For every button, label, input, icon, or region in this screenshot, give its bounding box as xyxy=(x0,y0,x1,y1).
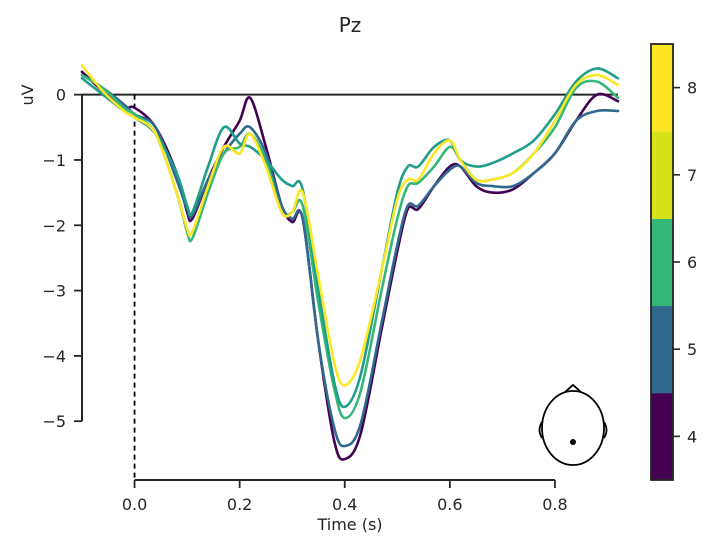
colorbar-segment-6 xyxy=(651,218,673,307)
y-tick-label: −2 xyxy=(42,216,66,235)
colorbar-tick-label: 6 xyxy=(687,253,697,272)
series-line-8 xyxy=(80,64,620,387)
series-line-5 xyxy=(80,73,620,448)
x-tick-label: 0.6 xyxy=(437,495,462,514)
colorbar-tick-label: 4 xyxy=(687,427,697,446)
x-tick-label: 0.0 xyxy=(122,495,147,514)
colorbar: 4 5 6 7 8 xyxy=(650,43,697,481)
x-axis-label: Time (s) xyxy=(316,515,382,534)
sensor-head-inset xyxy=(538,383,608,466)
colorbar-segment-7 xyxy=(651,131,673,219)
series-line-7 xyxy=(80,67,620,409)
y-tick-label: −5 xyxy=(42,412,66,431)
colorbar-tick-label: 7 xyxy=(687,166,697,185)
plot-area: 0 −1 −2 −3 −4 −5 0.0 0.2 0.4 0.6 0.8 xyxy=(42,64,620,514)
y-ticks: 0 −1 −2 −3 −4 −5 xyxy=(42,86,82,431)
colorbar-segment-8 xyxy=(651,44,673,132)
series-line-6 xyxy=(80,73,620,420)
series-layer xyxy=(80,64,620,461)
colorbar-tick-label: 5 xyxy=(687,340,697,359)
x-tick-label: 0.2 xyxy=(227,495,252,514)
x-tick-label: 0.4 xyxy=(332,495,357,514)
colorbar-segment-5 xyxy=(651,305,673,394)
head-ear-left xyxy=(538,421,543,439)
chart-title: Pz xyxy=(339,13,362,37)
sensor-dot xyxy=(570,439,576,445)
x-ticks: 0.0 0.2 0.4 0.6 0.8 xyxy=(122,480,568,514)
y-tick-label: 0 xyxy=(56,86,66,105)
y-tick-label: −4 xyxy=(42,347,66,366)
colorbar-tick-label: 8 xyxy=(687,79,697,98)
y-tick-label: −3 xyxy=(42,282,66,301)
head-nose xyxy=(564,383,582,393)
head-outline xyxy=(541,390,605,466)
y-axis-label: uV xyxy=(18,84,37,105)
x-tick-label: 0.8 xyxy=(542,495,567,514)
colorbar-segment-4 xyxy=(651,392,673,481)
y-tick-label: −1 xyxy=(42,151,66,170)
head-ear-right xyxy=(603,421,608,439)
